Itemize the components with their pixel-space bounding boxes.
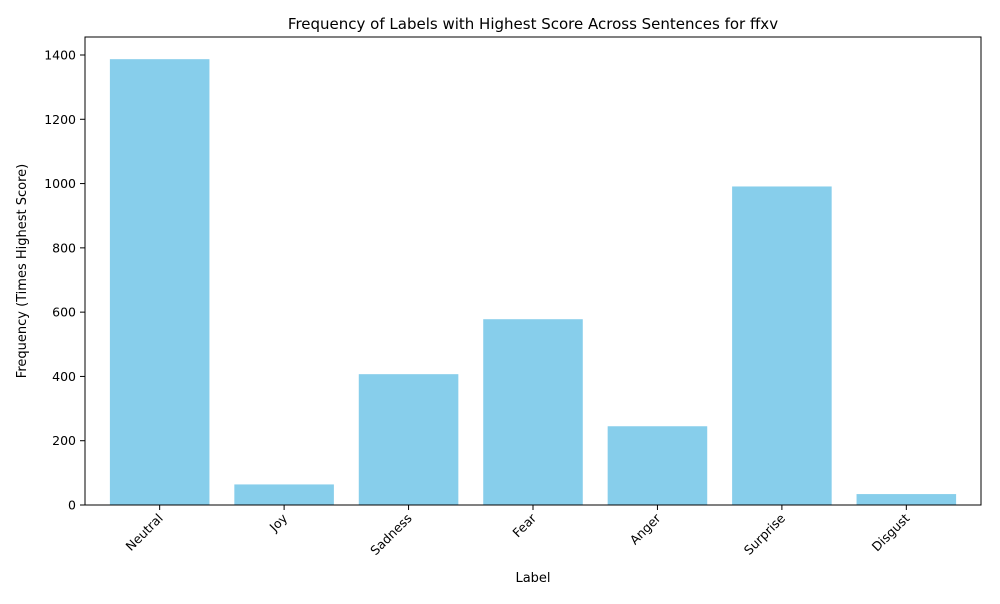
y-axis-ticks: 0 200 400 600 800 1000 1200 1400	[44, 48, 85, 513]
bar-joy	[234, 484, 334, 505]
bar-disgust	[856, 494, 957, 505]
x-axis-ticks: Neutral Joy Sadness Fear Anger Surprise Disgus…	[123, 505, 913, 558]
bar-fear	[483, 319, 583, 505]
bars-group	[109, 59, 957, 506]
x-tick-label-surprise: Surprise	[741, 510, 788, 557]
y-tick-label: 200	[52, 433, 76, 448]
chart-title: Frequency of Labels with Highest Score A…	[288, 15, 778, 33]
x-tick-label-disgust: Disgust	[869, 510, 913, 554]
plot-frame	[84, 36, 982, 506]
bar-neutral	[109, 59, 210, 506]
y-tick-label: 1400	[44, 48, 76, 63]
x-tick-label-sadness: Sadness	[367, 511, 414, 558]
x-tick-label-anger: Anger	[627, 510, 665, 548]
y-axis-label: Frequency (Times Highest Score)	[15, 164, 30, 378]
y-tick-label: 1000	[44, 176, 76, 191]
x-axis-label: Label	[515, 571, 550, 586]
x-tick-label-neutral: Neutral	[123, 511, 166, 554]
bar-anger	[607, 426, 708, 505]
y-tick-label: 600	[52, 305, 76, 320]
x-tick-label-joy: Joy	[266, 510, 291, 535]
y-tick-label: 800	[52, 240, 76, 255]
bar-surprise	[732, 186, 832, 505]
y-tick-label: 400	[52, 369, 76, 384]
x-tick-label-fear: Fear	[509, 510, 539, 540]
y-tick-label: 0	[68, 498, 76, 513]
y-tick-label: 1200	[44, 112, 76, 127]
bar-sadness	[358, 374, 459, 505]
